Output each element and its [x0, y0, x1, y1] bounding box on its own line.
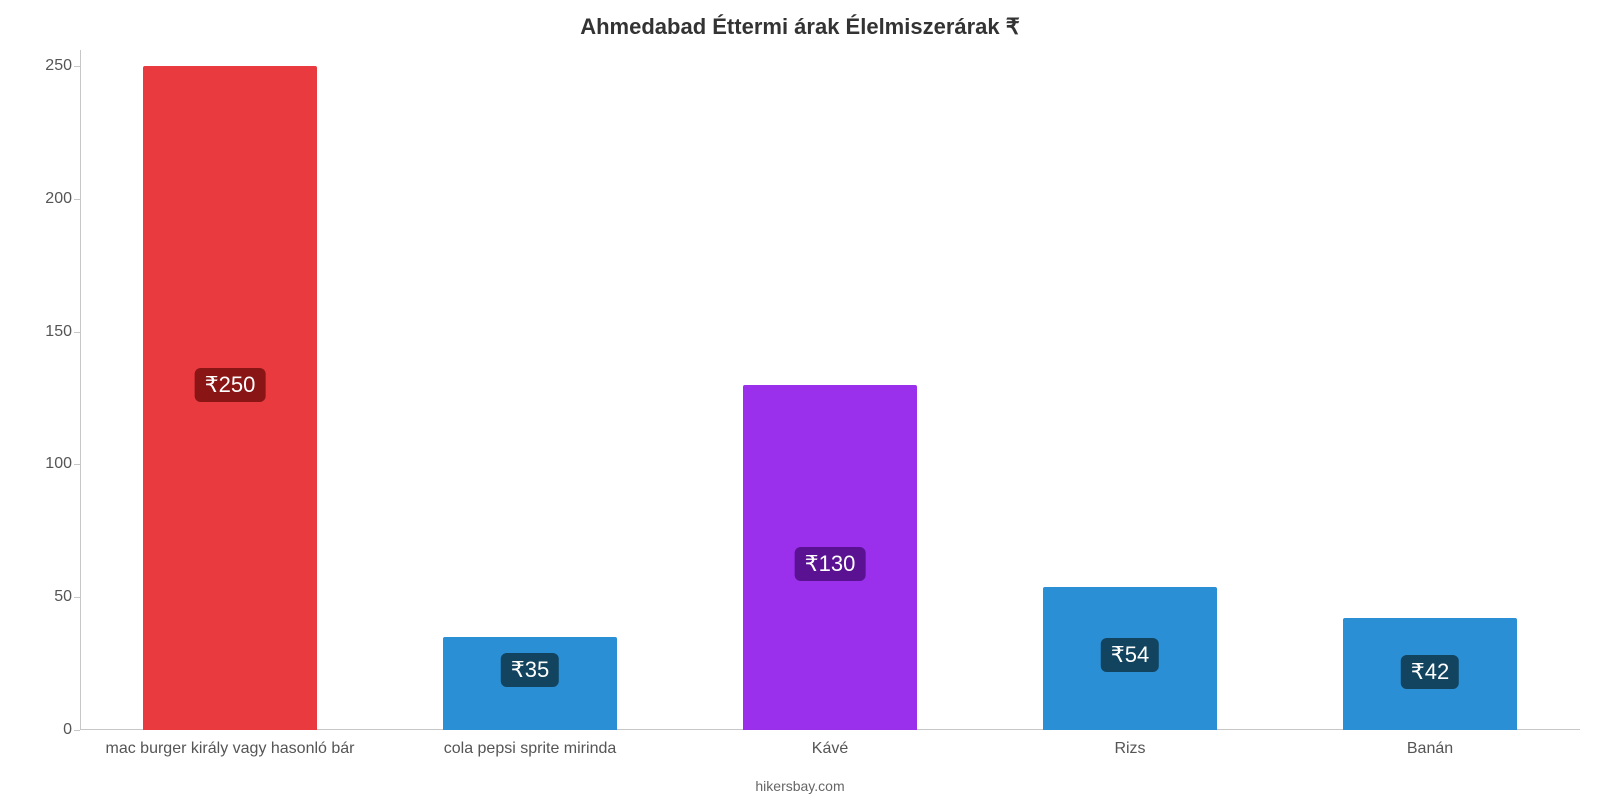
x-axis-label: mac burger király vagy hasonló bár — [105, 730, 354, 758]
value-badge: ₹42 — [1401, 655, 1459, 689]
y-tick-label: 150 — [45, 323, 80, 341]
y-axis-line — [80, 50, 81, 730]
y-tick-label: 50 — [54, 588, 80, 606]
x-axis-label: cola pepsi sprite mirinda — [444, 730, 617, 758]
value-badge: ₹54 — [1101, 638, 1159, 672]
value-badge: ₹35 — [501, 653, 559, 687]
y-tick-label: 200 — [45, 190, 80, 208]
x-axis-label: Kávé — [812, 730, 848, 758]
plot-area: 050100150200250mac burger király vagy ha… — [80, 50, 1580, 730]
x-axis-label: Rizs — [1114, 730, 1145, 758]
price-bar-chart: Ahmedabad Éttermi árak Élelmiszerárak ₹ … — [0, 0, 1600, 800]
value-badge: ₹130 — [795, 547, 866, 581]
y-tick-label: 0 — [63, 721, 80, 739]
chart-credit: hikersbay.com — [0, 778, 1600, 794]
y-tick-label: 100 — [45, 455, 80, 473]
chart-title: Ahmedabad Éttermi árak Élelmiszerárak ₹ — [0, 14, 1600, 40]
value-badge: ₹250 — [195, 368, 266, 402]
y-tick-label: 250 — [45, 57, 80, 75]
x-axis-label: Banán — [1407, 730, 1453, 758]
